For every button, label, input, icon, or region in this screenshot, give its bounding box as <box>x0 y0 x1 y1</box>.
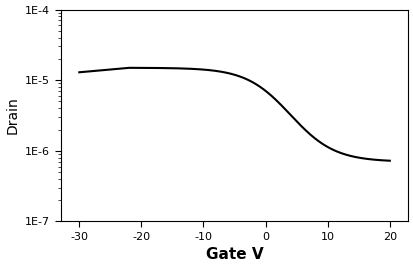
X-axis label: Gate V: Gate V <box>205 247 263 262</box>
Y-axis label: Drain: Drain <box>5 97 19 134</box>
